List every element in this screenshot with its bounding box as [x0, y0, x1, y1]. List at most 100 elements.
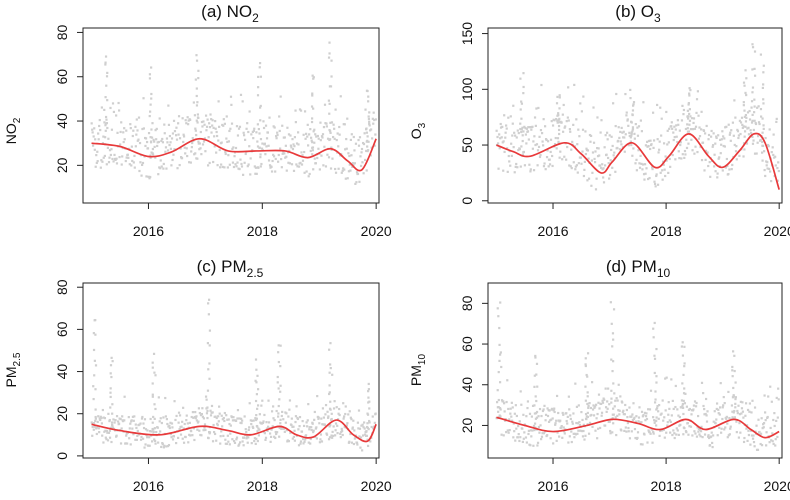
observation-point	[319, 433, 323, 436]
observation-point	[264, 124, 268, 127]
observation-point	[301, 159, 305, 162]
observation-point	[308, 426, 311, 429]
observation-point	[583, 168, 586, 171]
observation-peak-point	[751, 91, 754, 94]
observation-point	[248, 426, 251, 429]
observation-point	[242, 444, 245, 447]
observation-peak-point	[584, 364, 587, 368]
observation-point	[747, 429, 750, 432]
observation-point	[177, 122, 180, 125]
observation-point	[671, 153, 674, 157]
observation-peak-point	[256, 94, 260, 97]
observation-point	[283, 152, 286, 155]
observation-point	[628, 406, 631, 409]
observation-point	[615, 92, 618, 96]
observation-peak-point	[148, 77, 152, 80]
observation-point	[645, 417, 649, 421]
observation-point	[138, 141, 142, 145]
observation-point	[615, 433, 618, 437]
observation-point	[124, 442, 127, 445]
y-tick-label: 20	[54, 406, 70, 422]
observation-point	[561, 436, 564, 439]
observation-point	[623, 150, 626, 153]
observation-point	[619, 395, 622, 398]
observation-point	[658, 148, 661, 151]
observation-peak-point	[108, 429, 112, 432]
observation-point	[258, 413, 261, 416]
observation-point	[704, 132, 707, 135]
observation-point	[756, 448, 760, 451]
observation-point	[342, 402, 345, 405]
observation-point	[121, 415, 124, 418]
observation-peak-point	[92, 397, 95, 401]
observation-point	[625, 430, 628, 433]
observation-point	[116, 131, 119, 134]
observation-point	[718, 156, 721, 159]
observation-point	[705, 124, 708, 128]
observation-point	[344, 177, 347, 180]
observation-point	[354, 142, 358, 145]
observation-point	[348, 163, 351, 166]
observation-point	[603, 398, 606, 401]
observation-peak-point	[762, 71, 765, 74]
observation-point	[317, 137, 320, 140]
observation-point	[612, 413, 615, 416]
observation-point	[501, 125, 504, 128]
observation-point	[691, 128, 695, 131]
observation-point	[246, 165, 249, 168]
observation-point	[353, 429, 356, 432]
observation-point	[322, 416, 325, 419]
observation-point	[347, 152, 350, 155]
observation-peak-point	[365, 127, 368, 130]
observation-peak-point	[208, 298, 211, 301]
observation-point	[574, 433, 578, 436]
observation-point	[763, 168, 766, 172]
observation-point	[762, 127, 765, 131]
observation-point	[762, 422, 766, 425]
observation-point	[729, 139, 732, 142]
observation-point	[181, 420, 184, 423]
observation-point	[185, 122, 188, 125]
observation-point	[307, 403, 310, 406]
observation-peak-point	[206, 416, 209, 420]
observation-point	[235, 438, 238, 441]
observation-point	[551, 407, 554, 410]
observation-point	[238, 443, 241, 446]
observation-point	[552, 409, 555, 412]
observation-point	[653, 182, 657, 185]
observation-point	[572, 161, 575, 164]
observation-point	[322, 164, 325, 167]
observation-peak-point	[654, 390, 657, 393]
observation-point	[119, 130, 122, 134]
observation-peak-point	[368, 407, 371, 410]
observation-point	[543, 404, 546, 407]
observation-point	[219, 435, 222, 438]
observation-point	[350, 441, 353, 444]
observation-point	[776, 435, 779, 439]
observation-point	[194, 152, 197, 155]
observation-peak-point	[629, 120, 633, 123]
observation-point	[683, 402, 687, 405]
observation-peak-point	[255, 393, 258, 396]
observation-peak-point	[256, 407, 259, 410]
observation-peak-point	[731, 369, 734, 372]
observation-peak-point	[630, 132, 633, 136]
observation-point	[631, 154, 634, 157]
observation-point	[279, 95, 282, 98]
observation-point	[727, 390, 730, 394]
observation-point	[689, 425, 693, 428]
observation-peak-point	[688, 108, 691, 111]
observation-point	[318, 441, 321, 444]
observation-point	[532, 169, 536, 172]
observation-point	[290, 423, 293, 427]
observation-point	[638, 162, 641, 165]
observation-point	[352, 442, 355, 446]
observation-point	[343, 415, 346, 418]
observation-point	[212, 423, 215, 427]
observation-point	[279, 422, 282, 425]
observation-point	[525, 127, 528, 130]
observation-point	[728, 168, 731, 171]
observation-point	[281, 124, 284, 127]
observation-point	[295, 142, 299, 145]
observation-peak-point	[751, 68, 754, 71]
